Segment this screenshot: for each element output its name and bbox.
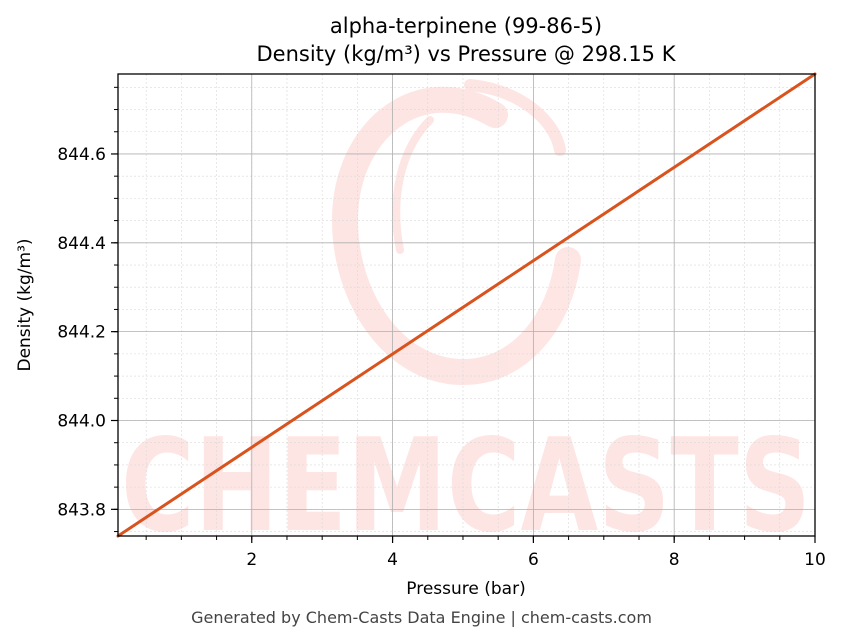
y-axis-label: Density (kg/m³) [15, 238, 35, 371]
x-tick-label: 6 [528, 550, 539, 570]
x-tick-label: 2 [246, 550, 257, 570]
watermark: CHEMCASTS [121, 79, 811, 561]
footer-credit: Generated by Chem-Casts Data Engine | ch… [191, 608, 652, 627]
y-tick-label: 844.2 [57, 323, 106, 343]
chart-title: alpha-terpinene (99-86-5) [330, 14, 602, 38]
y-tick-label: 843.8 [57, 500, 106, 520]
density-series-line [116, 72, 817, 538]
watermark-swirl [331, 79, 581, 385]
watermark-text: CHEMCASTS [121, 412, 811, 561]
series-layer [116, 72, 817, 538]
x-tick-label: 10 [804, 550, 826, 570]
x-tick-label: 4 [387, 550, 398, 570]
chart-subtitle: Density (kg/m³) vs Pressure @ 298.15 K [256, 42, 676, 66]
x-axis-label: Pressure (bar) [406, 579, 525, 599]
y-axis: 843.8 844.0 844.2 844.4 844.6 [57, 86, 118, 533]
plot-frame [117, 73, 816, 537]
x-tick-label: 8 [669, 550, 680, 570]
y-tick-label: 844.6 [57, 145, 106, 165]
y-tick-label: 844.0 [57, 412, 106, 432]
y-tick-label: 844.4 [57, 234, 106, 254]
x-axis: 2 4 6 8 10 [145, 536, 826, 570]
